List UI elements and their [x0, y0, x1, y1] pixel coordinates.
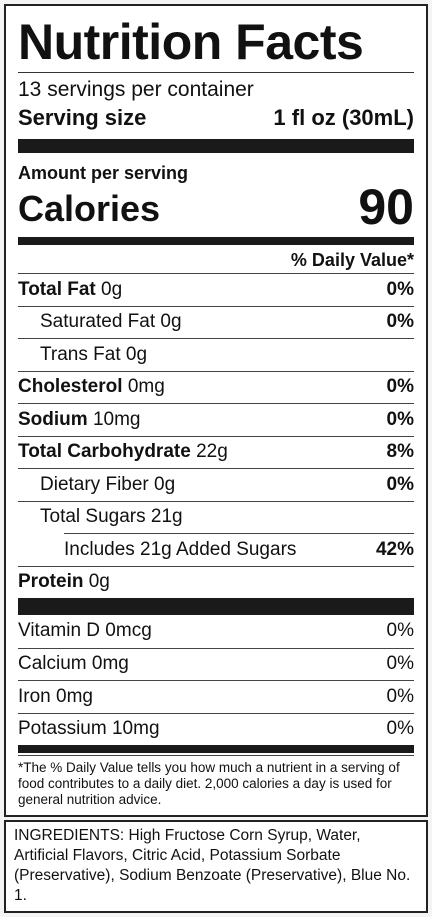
nutrient-dv: 8%: [386, 441, 414, 463]
calories-label: Calories: [18, 188, 161, 229]
vitamin-dv: 0%: [386, 620, 414, 642]
nutrient-amount: 0g: [101, 278, 123, 300]
vitamin-row-potassium: Potassium 10mg 0%: [18, 712, 414, 746]
calories-value: 90: [358, 179, 414, 235]
calories-row: Calories 90: [18, 179, 414, 235]
nutrient-row-total-fat: Total Fat 0g 0%: [18, 273, 414, 306]
nutrient-name: Total Carbohydrate: [18, 441, 191, 463]
thick-divider: [18, 139, 414, 153]
nutrient-dv: 0%: [386, 473, 414, 495]
vitamin-row-vitamin-d: Vitamin D 0mcg 0%: [18, 615, 414, 648]
vitamin-amount: 10mg: [111, 718, 160, 740]
nutrient-dv: 0%: [386, 376, 414, 398]
nutrient-row-saturated-fat: Saturated Fat 0g 0%: [18, 305, 414, 339]
nutrient-amount: 10mg: [92, 408, 141, 430]
nutrient-row-sodium: Sodium 10mg 0%: [18, 403, 414, 436]
nutrient-row-added-sugars: Includes 21g Added Sugars 42%: [64, 533, 414, 566]
nutrient-row-total-carbohydrate: Total Carbohydrate 22g 8%: [18, 435, 414, 469]
daily-value-header: % Daily Value*: [290, 250, 414, 270]
servings-per-container: 13 servings per container: [18, 78, 254, 101]
serving-size-value: 1 fl oz (30mL): [273, 105, 414, 130]
nutrient-name: Total Fat: [18, 278, 96, 300]
nutrient-name: Cholesterol: [18, 376, 123, 398]
nutrient-amount: 0mg: [127, 376, 165, 398]
nutrient-dv: 0%: [386, 311, 414, 333]
medium-divider: [18, 237, 414, 245]
serving-size-label: Serving size: [18, 105, 147, 130]
nutrient-row-cholesterol: Cholesterol 0mg 0%: [18, 370, 414, 404]
nutrient-amount: 0g: [88, 571, 110, 593]
vitamin-name: Vitamin D: [18, 620, 101, 642]
nutrient-row-protein: Protein 0g: [18, 565, 414, 599]
vitamin-dv: 0%: [386, 718, 414, 740]
nutrient-name: Protein: [18, 571, 84, 593]
nutrient-name: Saturated Fat: [40, 311, 156, 333]
nutrient-name: Total Sugars: [40, 506, 146, 528]
vitamin-name: Calcium: [18, 653, 87, 675]
nutrient-name: Dietary Fiber: [40, 473, 149, 495]
medium-divider: [18, 745, 414, 753]
nutrient-amount: 0g: [154, 473, 176, 495]
nutrient-row-total-sugars: Total Sugars 21g: [18, 500, 414, 534]
nutrient-amount: 0g: [160, 311, 182, 333]
vitamin-amount: 0mg: [56, 685, 93, 707]
ingredients-panel: INGREDIENTS: High Fructose Corn Syrup, W…: [4, 820, 428, 913]
nutrient-name: Trans Fat: [40, 343, 121, 365]
divider: [18, 72, 414, 73]
serving-size-row: Serving size 1 fl oz (30mL): [18, 103, 414, 133]
nutrient-name: Includes 21g Added Sugars: [64, 538, 297, 560]
nutrient-amount: 0g: [125, 343, 148, 365]
vitamin-amount: 0mg: [91, 653, 129, 675]
nutrient-dv: 0%: [386, 408, 414, 430]
vitamin-name: Iron: [18, 685, 51, 707]
vitamin-amount: 0mcg: [105, 620, 152, 642]
nutrient-dv: 42%: [375, 538, 414, 560]
nutrient-name: Sodium: [18, 408, 88, 430]
vitamin-row-calcium: Calcium 0mg 0%: [18, 647, 414, 681]
vitamin-dv: 0%: [386, 653, 414, 675]
nutrient-row-trans-fat: Trans Fat 0g: [18, 338, 414, 371]
vitamin-dv: 0%: [386, 685, 414, 707]
label-title: Nutrition Facts: [18, 14, 364, 70]
amount-per-serving: Amount per serving: [18, 163, 189, 183]
daily-value-footnote: *The % Daily Value tells you how much a …: [18, 755, 414, 808]
vitamin-row-iron: Iron 0mg 0%: [18, 680, 414, 713]
nutrient-row-dietary-fiber: Dietary Fiber 0g 0%: [18, 468, 414, 501]
thick-divider: [18, 598, 414, 615]
vitamin-name: Potassium: [18, 718, 107, 740]
nutrition-facts-label: Nutrition Facts 13 servings per containe…: [4, 4, 428, 817]
nutrient-amount: 22g: [196, 441, 228, 463]
nutrient-dv: 0%: [386, 278, 414, 300]
nutrient-amount: 21g: [150, 506, 183, 528]
